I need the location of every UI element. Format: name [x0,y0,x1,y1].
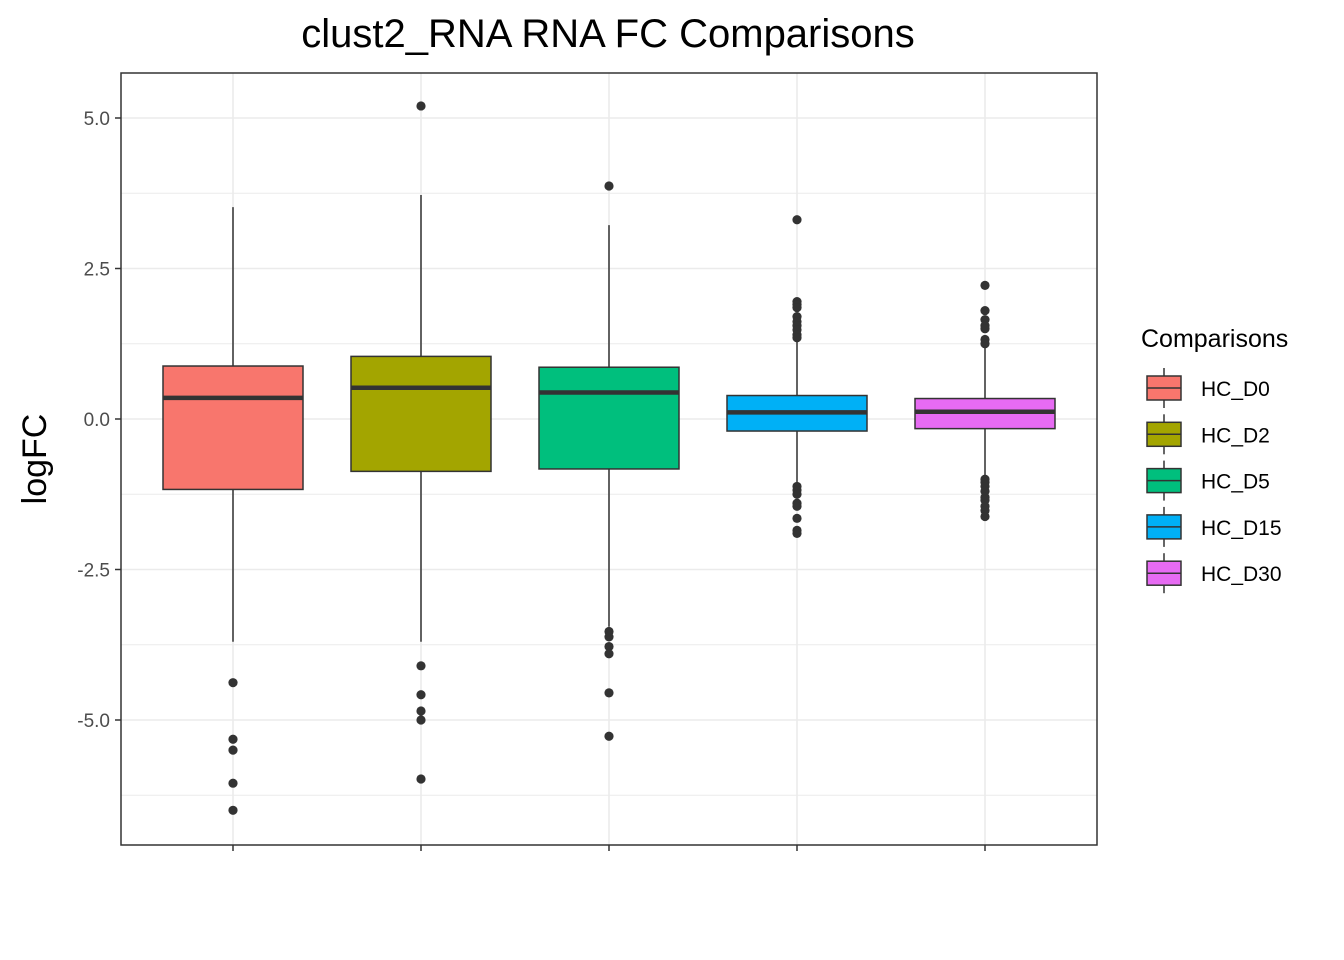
outlier-point [980,511,990,522]
outlier-point [604,649,614,659]
outlier-point [228,745,238,755]
outlier-point [416,715,426,725]
outlier-point [792,501,802,511]
y-tick-label: -5.0 [77,711,110,732]
box-HC_D5 [538,181,680,741]
outlier-point [416,690,426,700]
y-tick-label: 5.0 [84,109,110,130]
box-body [538,366,680,470]
legend: Comparisons HC_D0 HC_D2 HC_D5 HC_D15 HC_D30 [1141,325,1288,594]
outlier-point [604,688,614,698]
legend-label: HC_D0 [1201,378,1270,401]
outlier-point [792,333,802,343]
box-HC_D2 [350,101,492,784]
outlier-point [792,513,802,523]
legend-title: Comparisons [1141,325,1288,353]
box-HC_D30 [914,280,1056,522]
box-HC_D15 [726,215,868,538]
outlier-point [416,661,426,671]
outlier-point [228,734,238,744]
box-body [162,365,304,491]
outlier-point [604,181,614,191]
outlier-point [980,324,990,334]
box-body [350,355,492,473]
y-tick-label: -2.5 [77,561,110,582]
legend-label: HC_D2 [1201,424,1270,447]
box-series [162,101,1056,815]
outlier-point [980,339,990,349]
y-tick-label: 0.0 [84,410,110,431]
outlier-point [792,303,802,313]
outlier-point [980,280,990,290]
legend-item-HC_D0: HC_D0 [1146,368,1270,408]
legend-label: HC_D30 [1201,563,1282,586]
outlier-point [980,306,990,316]
outlier-point [604,731,614,741]
legend-label: HC_D5 [1201,471,1270,494]
outlier-point [604,632,614,642]
outlier-point [604,641,614,652]
outlier-point [416,774,426,784]
y-tick-label: 2.5 [84,260,110,281]
legend-item-HC_D5: HC_D5 [1146,460,1270,501]
box-HC_D0 [162,207,304,815]
outlier-point [228,778,238,788]
chart-title: clust2_RNA RNA FC Comparisons [301,12,915,56]
legend-item-HC_D15: HC_D15 [1146,506,1282,547]
legend-item-HC_D30: HC_D30 [1146,553,1282,594]
outlier-point [416,101,426,111]
outlier-point [416,706,426,716]
outlier-point [228,678,238,688]
y-axis-label: logFC [16,414,54,505]
legend-label: HC_D15 [1201,517,1282,540]
legend-item-HC_D2: HC_D2 [1146,414,1270,455]
outlier-point [792,215,802,225]
outlier-point [228,805,238,815]
outlier-point [792,489,802,499]
outlier-point [792,528,802,538]
axes: -5.0 -2.5 0.0 2.5 5.0 [77,109,986,851]
